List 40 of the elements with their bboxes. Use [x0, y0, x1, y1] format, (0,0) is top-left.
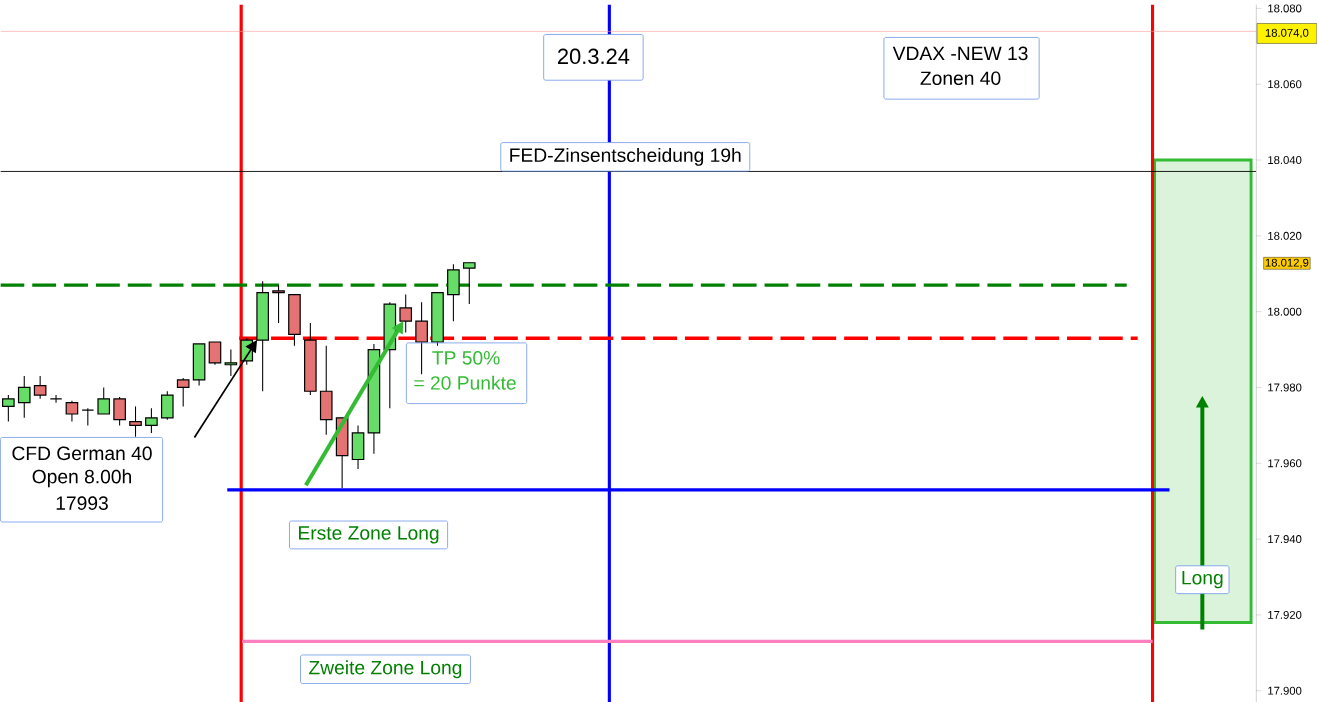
ref-line-label: Zweite Zone Long: [309, 660, 462, 679]
y-tick-label: 17.940: [1268, 534, 1302, 543]
annotation: TP 50%: [432, 350, 500, 365]
candlestick: [272, 284, 285, 324]
annotation: CFD German 40: [12, 446, 152, 460]
y-tick-label: 18.000: [1268, 307, 1302, 316]
candlestick: [65, 400, 79, 422]
candlestick: [129, 405, 142, 438]
ref-line-label: 18.074,0: [1265, 28, 1309, 38]
candlestick: [176, 377, 190, 407]
candlestick: [415, 301, 428, 375]
candlestick: [33, 375, 47, 400]
annotation: 17993: [56, 496, 108, 510]
annotation: 20.3.24: [558, 48, 630, 64]
text: 18.012,9: [1265, 258, 1309, 268]
annotation: Open 8.00h: [32, 469, 131, 488]
y-tick-label: 18.020: [1268, 231, 1302, 240]
y-tick-label: 18.060: [1268, 80, 1302, 89]
candlestick: [145, 407, 158, 434]
candlestick: [97, 386, 111, 415]
band-label: Long: [1182, 570, 1223, 589]
candlestick: [113, 396, 126, 426]
candlestick: [208, 341, 222, 366]
ref-line-label: FED-Zinsentscheidung 19h: [510, 147, 741, 166]
candlestick: [399, 293, 413, 333]
candlestick: [49, 394, 63, 403]
candlestick: [17, 375, 31, 419]
annotation: VDAX -NEW 13: [892, 46, 1028, 61]
candlestick: [2, 394, 15, 422]
y-tick-label: 17.920: [1268, 610, 1302, 619]
annotation: = 20 Punkte: [414, 375, 516, 390]
y-tick-label: 17.960: [1268, 459, 1302, 468]
y-tick-label: 17.900: [1268, 686, 1302, 695]
candlestick: [160, 390, 174, 421]
annotation: Zonen 40: [920, 71, 1001, 85]
ref-line-label: Erste Zone Long: [299, 526, 439, 544]
y-tick-label: 18.040: [1268, 155, 1302, 164]
y-tick-label: 17.980: [1268, 383, 1302, 392]
y-tick-label: 18.080: [1268, 4, 1302, 13]
candlestick: [462, 261, 476, 305]
